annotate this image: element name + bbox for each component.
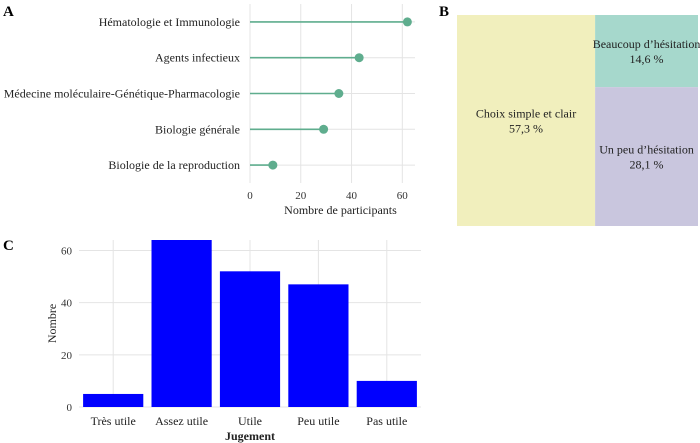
- tile-label: Beaucoup d’hésitation: [593, 37, 700, 51]
- bar: [83, 393, 144, 407]
- x-tick-label: Pas utile: [366, 414, 407, 428]
- category-label: Biologie générale: [155, 122, 240, 136]
- y-tick-label: 20: [61, 350, 73, 362]
- y-tick-label: 0: [67, 402, 73, 414]
- tile-value: 14,6 %: [630, 52, 664, 66]
- lollipop-point: [354, 53, 364, 63]
- category-label: Biologie de la reproduction: [108, 158, 240, 172]
- x-tick-label: 40: [346, 190, 358, 202]
- lollipop-chart: 0 20 40 60 Hématologie et Immunologie Agents …: [4, 4, 415, 217]
- category-label: Médecine moléculaire-Génétique-Pharmacol…: [4, 87, 240, 101]
- x-tick-label: Peu utile: [297, 414, 339, 428]
- panel-label-c: C: [3, 238, 14, 254]
- x-tick-label: Utile: [238, 414, 262, 428]
- panel-label-b: B: [439, 4, 449, 20]
- treemap-tile: [595, 87, 698, 226]
- lollipop-point: [268, 160, 278, 170]
- treemap-tile: [457, 15, 596, 226]
- lollipop-point: [319, 124, 329, 134]
- bar: [356, 380, 417, 407]
- x-tick-label: 20: [295, 190, 307, 202]
- tile-value: 57,3 %: [509, 122, 543, 136]
- bar-chart: 0 20 40 60 Très utile Assez utile Utile Peu uti…: [45, 240, 421, 443]
- x-axis-title: Nombre de participants: [284, 203, 397, 217]
- bar: [151, 240, 212, 407]
- x-tick-label: 0: [247, 190, 253, 202]
- bar: [288, 284, 349, 407]
- category-label: Agents infectieux: [155, 51, 240, 65]
- x-axis-title: Jugement: [225, 429, 275, 443]
- category-label: Hématologie et Immunologie: [99, 15, 240, 29]
- x-tick-label: 60: [397, 190, 409, 202]
- y-axis-title: Nombre: [45, 304, 59, 343]
- bar: [219, 271, 281, 407]
- tile-label: Un peu d’hésitation: [599, 143, 694, 157]
- treemap-tile: [595, 15, 698, 88]
- lollipop-point: [402, 17, 412, 27]
- lollipop-point: [334, 89, 344, 98]
- panel-label-a: A: [3, 4, 14, 20]
- x-tick-label: Très utile: [91, 414, 136, 428]
- y-tick-label: 40: [61, 298, 73, 310]
- y-tick-label: 60: [61, 245, 73, 257]
- tile-value: 28,1 %: [630, 158, 664, 172]
- tile-label: Choix simple et clair: [476, 107, 576, 121]
- x-tick-label: Assez utile: [155, 414, 208, 428]
